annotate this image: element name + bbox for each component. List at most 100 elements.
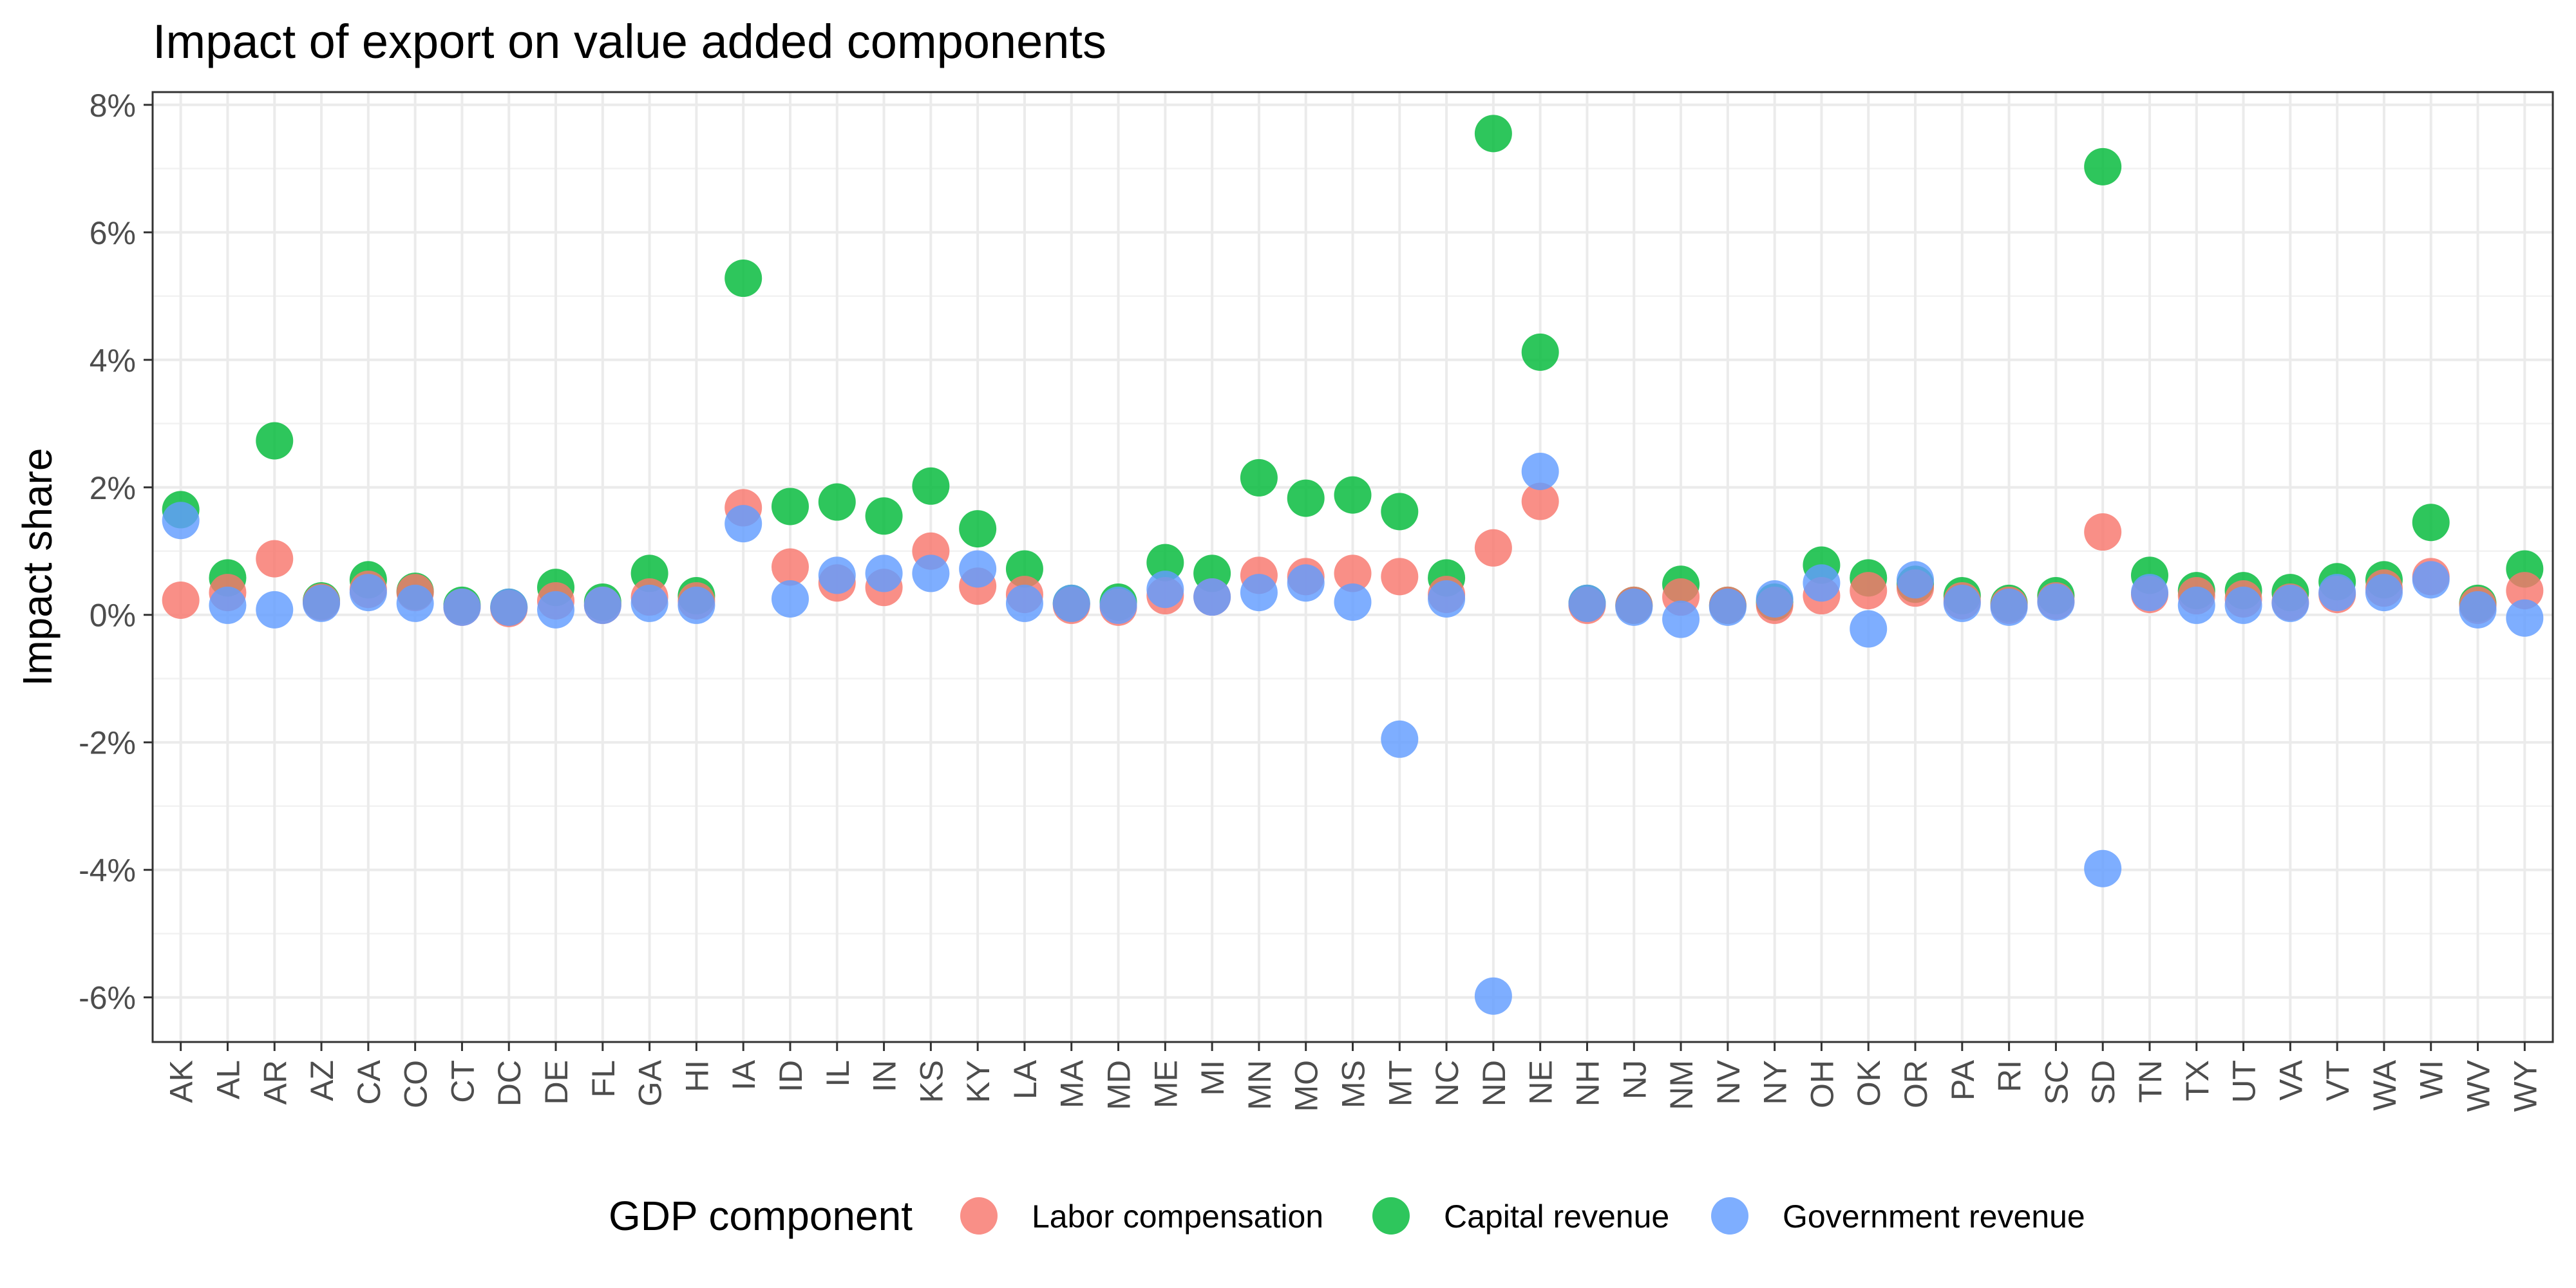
point-government-revenue: [1474, 977, 1512, 1015]
point-capital-revenue: [818, 483, 856, 521]
point-capital-revenue: [959, 510, 997, 548]
point-government-revenue: [396, 584, 434, 622]
point-labor-compensation: [2506, 572, 2544, 610]
point-government-revenue: [865, 554, 903, 592]
point-government-revenue: [1615, 588, 1653, 626]
x-tick-label: IA: [726, 1059, 762, 1090]
point-government-revenue: [630, 584, 668, 622]
x-tick-label: DE: [538, 1060, 574, 1104]
legend: GDP component Labor compensation Capital …: [609, 1193, 2085, 1239]
point-capital-revenue: [1474, 115, 1512, 153]
point-government-revenue: [1240, 574, 1278, 612]
point-government-revenue: [959, 550, 997, 588]
x-tick-label: NH: [1569, 1060, 1605, 1106]
x-tick-label: TN: [2132, 1060, 2168, 1103]
x-tick-label: WI: [2414, 1060, 2450, 1099]
point-capital-revenue: [1521, 333, 1559, 371]
x-tick-label: PA: [1945, 1059, 1981, 1101]
point-labor-compensation: [1334, 554, 1372, 592]
point-labor-compensation: [771, 548, 809, 586]
point-government-revenue: [2412, 561, 2450, 599]
point-government-revenue: [1521, 453, 1559, 491]
point-capital-revenue: [1287, 479, 1325, 517]
x-tick-label: FL: [585, 1060, 621, 1097]
point-government-revenue: [1146, 571, 1184, 609]
point-capital-revenue: [865, 497, 903, 535]
x-tick-label: OR: [1898, 1060, 1934, 1108]
point-capital-revenue: [1240, 459, 1278, 497]
point-government-revenue: [724, 505, 762, 543]
x-tick-label: IL: [820, 1060, 856, 1087]
point-government-revenue: [1193, 578, 1231, 616]
x-tick-label: WY: [2507, 1060, 2543, 1112]
point-government-revenue: [256, 591, 294, 629]
point-capital-revenue: [2412, 504, 2450, 542]
point-government-revenue: [1709, 588, 1747, 626]
point-government-revenue: [1005, 584, 1043, 622]
x-tick-label: OK: [1851, 1060, 1887, 1106]
x-tick-label: VT: [2320, 1060, 2356, 1101]
x-tick-label: AZ: [304, 1060, 340, 1101]
x-tick-label: MN: [1242, 1060, 1278, 1110]
point-capital-revenue: [724, 260, 762, 298]
point-labor-compensation: [1521, 482, 1559, 520]
x-tick-label: ME: [1148, 1060, 1184, 1108]
x-tick-label: NY: [1757, 1060, 1794, 1104]
x-tick-label: MS: [1336, 1060, 1372, 1108]
point-government-revenue: [209, 586, 247, 624]
point-government-revenue: [677, 586, 715, 624]
point-government-revenue: [1756, 580, 1794, 618]
point-government-revenue: [1287, 564, 1325, 602]
point-government-revenue: [1052, 584, 1090, 622]
point-government-revenue: [2318, 574, 2356, 612]
x-tick-label: CA: [351, 1059, 387, 1104]
x-tick-label: LA: [1007, 1059, 1043, 1099]
point-government-revenue: [1428, 580, 1466, 618]
x-tick-label: KY: [960, 1060, 996, 1103]
point-government-revenue: [1381, 720, 1419, 758]
x-tick-label: NC: [1429, 1060, 1465, 1106]
legend-key-labor-compensation: [960, 1197, 998, 1235]
x-tick-label: OH: [1804, 1060, 1840, 1108]
point-government-revenue: [1568, 584, 1606, 622]
y-tick-label: -2%: [79, 725, 136, 761]
point-government-revenue: [2037, 583, 2075, 621]
y-tick-label: 4%: [90, 343, 136, 379]
x-tick-label: GA: [632, 1059, 668, 1106]
point-labor-compensation: [1381, 558, 1419, 596]
y-axis-title: Impact share: [14, 448, 61, 687]
point-government-revenue: [2177, 586, 2215, 624]
x-tick-label: UT: [2226, 1060, 2262, 1103]
data-points: [162, 115, 2544, 1015]
x-tick-label: DC: [491, 1060, 527, 1106]
x-tick-label: MT: [1382, 1060, 1418, 1106]
x-tick-label: KS: [913, 1060, 949, 1103]
point-government-revenue: [1850, 610, 1888, 648]
point-government-revenue: [583, 586, 621, 624]
y-tick-label: -4%: [79, 853, 136, 889]
legend-key-capital-revenue: [1372, 1197, 1410, 1235]
x-tick-label: IN: [867, 1060, 903, 1092]
point-government-revenue: [818, 556, 856, 594]
x-tick-label: SD: [2085, 1060, 2121, 1104]
legend-label-capital-revenue: Capital revenue: [1444, 1198, 1669, 1235]
point-government-revenue: [1897, 561, 1935, 599]
point-capital-revenue: [1334, 476, 1372, 514]
point-government-revenue: [2224, 586, 2262, 624]
point-labor-compensation: [162, 581, 200, 619]
point-government-revenue: [2084, 849, 2122, 887]
point-government-revenue: [1099, 586, 1137, 624]
point-government-revenue: [771, 580, 809, 618]
legend-title: GDP component: [609, 1193, 913, 1239]
y-tick-label: 8%: [90, 88, 136, 124]
legend-label-labor-compensation: Labor compensation: [1032, 1198, 1323, 1235]
x-tick-label: MA: [1054, 1059, 1090, 1108]
x-tick-label: ID: [773, 1060, 809, 1092]
y-tick-label: -6%: [79, 980, 136, 1016]
legend-label-government-revenue: Government revenue: [1783, 1198, 2085, 1235]
point-labor-compensation: [2084, 513, 2122, 551]
point-government-revenue: [537, 591, 575, 629]
point-government-revenue: [303, 584, 341, 622]
y-tick-label: 2%: [90, 470, 136, 506]
point-government-revenue: [2459, 591, 2497, 629]
